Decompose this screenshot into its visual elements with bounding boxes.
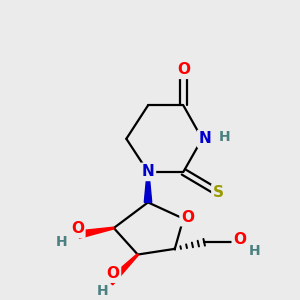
Text: O: O: [233, 232, 246, 247]
Text: S: S: [213, 185, 224, 200]
Text: H: H: [219, 130, 231, 144]
Polygon shape: [107, 254, 138, 285]
Text: H: H: [56, 235, 68, 249]
Text: O: O: [177, 62, 190, 77]
Polygon shape: [144, 172, 152, 202]
Text: N: N: [142, 164, 154, 179]
Text: O: O: [71, 221, 84, 236]
Text: O: O: [181, 210, 194, 225]
Text: O: O: [106, 266, 119, 281]
Text: N: N: [199, 131, 212, 146]
Text: H: H: [97, 284, 109, 298]
Text: H: H: [248, 244, 260, 258]
Polygon shape: [78, 227, 114, 238]
